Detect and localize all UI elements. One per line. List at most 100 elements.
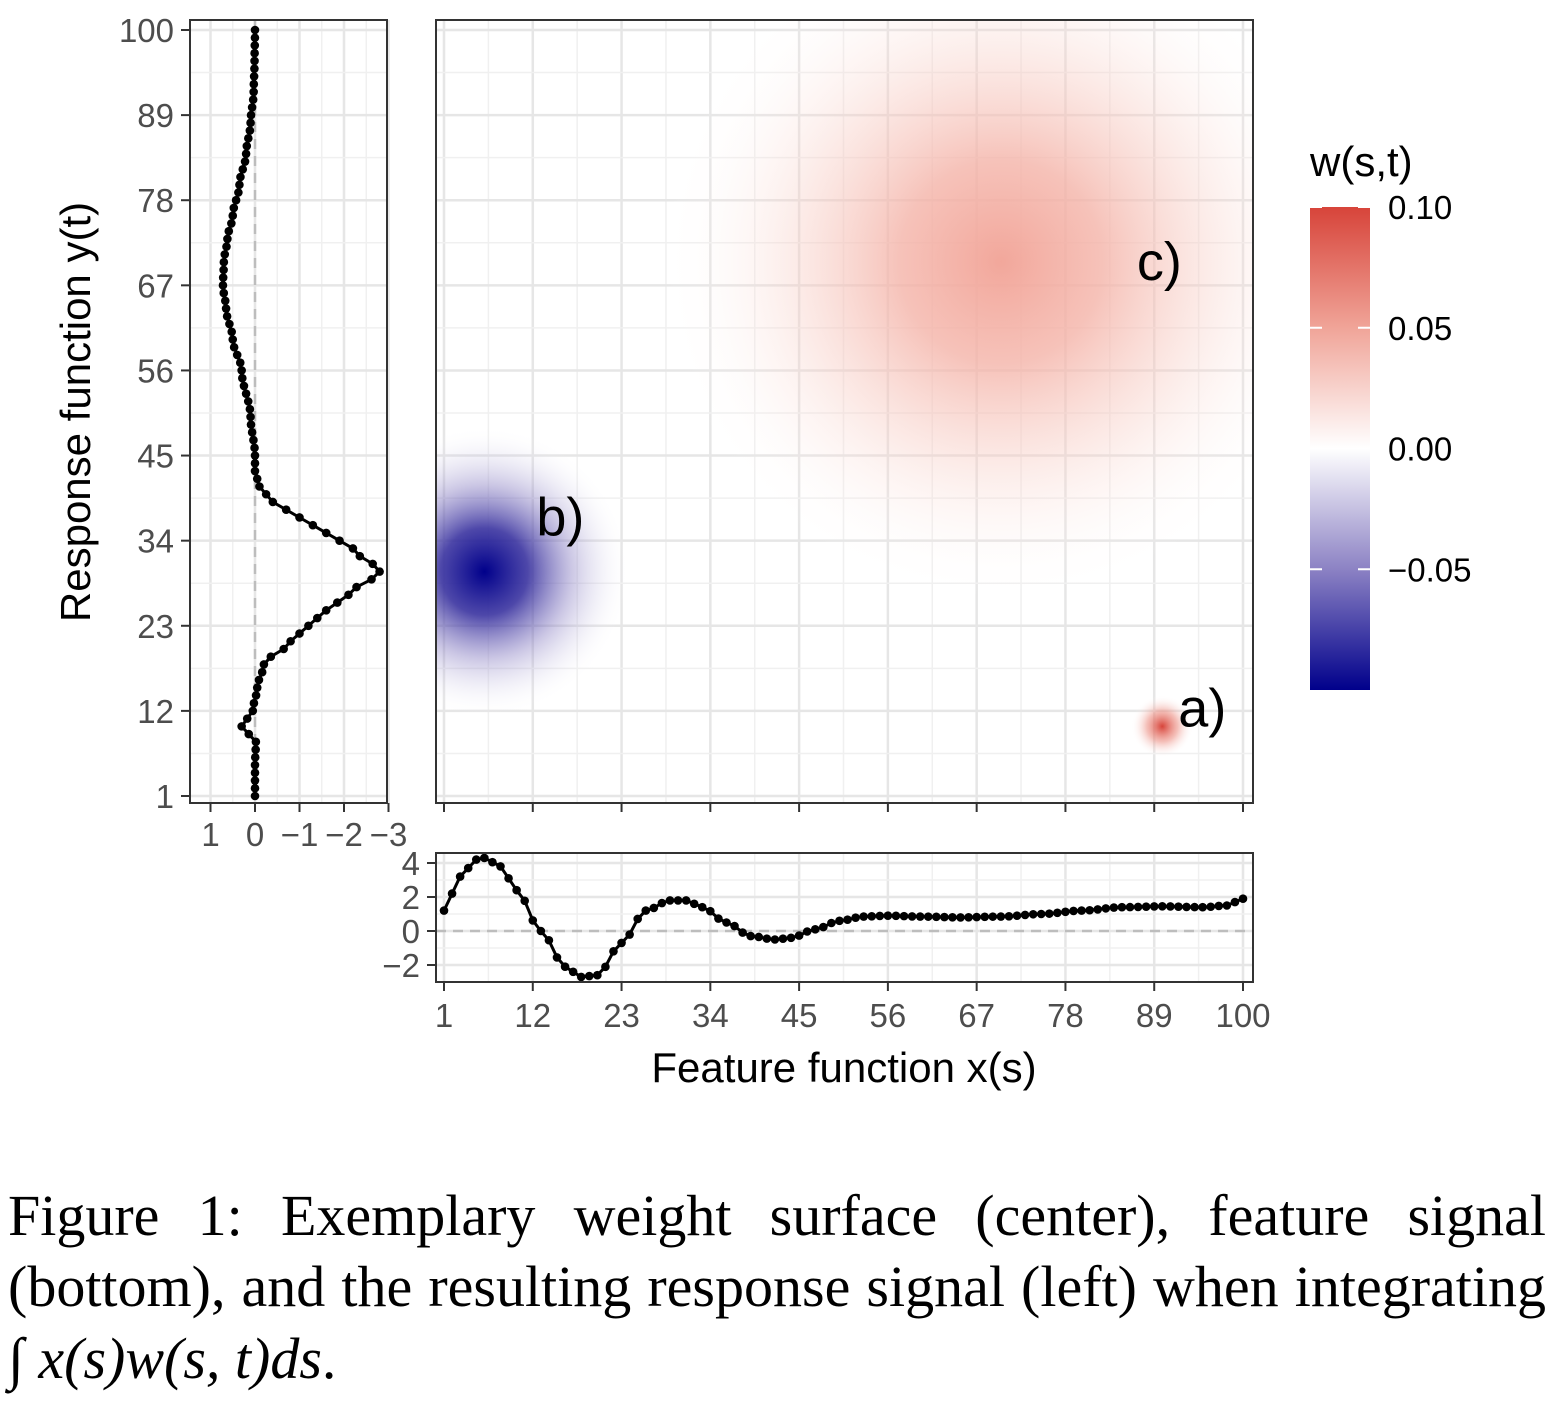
- bottom-point: [1141, 902, 1151, 911]
- bottom-point: [794, 931, 804, 940]
- left-x-tick-label: −1: [281, 816, 319, 853]
- bottom-point: [1109, 903, 1119, 912]
- left-point: [279, 644, 288, 654]
- bottom-x-tick-label: 78: [1047, 997, 1084, 1034]
- left-point: [225, 319, 234, 329]
- bottom-point: [1045, 909, 1054, 918]
- left-x-tick-label: −3: [370, 816, 408, 853]
- bottom-point: [891, 911, 901, 921]
- left-y-axis-title: Response function y(t): [52, 202, 99, 622]
- legend-title: w(s,t): [1309, 138, 1413, 185]
- bottom-point: [1222, 901, 1232, 910]
- bottom-point: [786, 933, 796, 943]
- left-point: [333, 598, 342, 607]
- left-point: [344, 590, 353, 600]
- left-y-ticks: 100 89 78 67 56 45 34 23 12 1: [119, 12, 190, 815]
- bottom-point: [907, 912, 917, 921]
- left-point: [251, 745, 260, 754]
- left-point: [321, 528, 331, 538]
- left-point: [249, 79, 259, 89]
- left-point: [250, 783, 260, 793]
- bottom-point: [504, 874, 513, 883]
- left-point: [229, 203, 239, 213]
- bottom-point: [964, 913, 973, 922]
- bottom-point: [447, 889, 457, 898]
- bottom-point: [673, 896, 683, 905]
- figure-caption: Figure 1: Exemplary weight surface (cent…: [8, 1180, 1546, 1394]
- left-point: [259, 660, 269, 669]
- bottom-point: [633, 914, 642, 924]
- left-point: [224, 226, 234, 236]
- bottom-point: [714, 914, 723, 923]
- bottom-y-tick-label: 0: [402, 913, 420, 950]
- left-point: [238, 164, 248, 174]
- bottom-point: [730, 921, 739, 931]
- bottom-point: [560, 962, 570, 971]
- bottom-point: [480, 853, 489, 863]
- bottom-y-tick-label: 4: [402, 845, 420, 882]
- left-point: [219, 288, 229, 298]
- bottom-point: [722, 918, 731, 927]
- bottom-point: [1004, 911, 1014, 921]
- bottom-point: [689, 899, 699, 909]
- left-point: [250, 443, 259, 453]
- bottom-x-tick-label: 23: [603, 997, 640, 1034]
- bottom-point: [584, 971, 594, 981]
- left-panel-background: [190, 20, 387, 803]
- bottom-point: [665, 896, 675, 905]
- left-x-tick-label: 1: [201, 816, 219, 853]
- bottom-point: [488, 857, 497, 867]
- left-point: [245, 126, 255, 135]
- bottom-x-tick-label: 45: [781, 997, 818, 1034]
- left-point: [235, 358, 245, 368]
- left-point: [249, 698, 259, 708]
- bottom-point: [649, 903, 659, 913]
- left-point: [246, 420, 256, 429]
- bottom-x-tick-label: 100: [1215, 997, 1270, 1034]
- left-point: [222, 311, 232, 321]
- left-point: [251, 691, 261, 700]
- left-y-tick-label: 23: [137, 608, 174, 645]
- left-point: [304, 621, 313, 631]
- left-point: [246, 110, 256, 120]
- weight-bump: [1131, 695, 1194, 758]
- left-point: [250, 451, 260, 460]
- left-point: [250, 48, 259, 58]
- left-point: [244, 134, 253, 143]
- left-point: [250, 768, 260, 778]
- bottom-point: [819, 922, 828, 932]
- bottom-point: [496, 862, 505, 871]
- bottom-point: [883, 911, 893, 920]
- left-point: [239, 381, 249, 391]
- left-point: [241, 149, 251, 159]
- left-point: [237, 366, 246, 375]
- left-y-tick-label: 34: [137, 523, 174, 560]
- bottom-point: [1190, 902, 1199, 912]
- left-point: [281, 505, 291, 515]
- bottom-point: [1198, 902, 1207, 912]
- left-point: [252, 474, 262, 484]
- bottom-point: [859, 912, 868, 921]
- center-ticks: [443, 803, 1244, 812]
- left-point: [250, 33, 260, 43]
- bump-label: c): [1137, 232, 1182, 292]
- bottom-point: [1182, 902, 1191, 912]
- caption-text: Figure 1: Exemplary weight surface (cent…: [8, 1183, 1546, 1320]
- colorbar-legend: w(s,t) 0.10 0.05 0.00 −0.05: [1309, 138, 1472, 690]
- bottom-point: [681, 896, 691, 905]
- bump-label: a): [1178, 678, 1226, 738]
- left-point: [221, 304, 231, 313]
- left-point: [248, 95, 258, 104]
- left-point: [236, 172, 245, 182]
- left-point: [245, 404, 255, 414]
- left-point: [249, 72, 259, 81]
- left-point: [220, 250, 230, 259]
- legend-ticks: 0.10 0.05 0.00 −0.05: [1310, 189, 1472, 588]
- bottom-point: [1061, 907, 1070, 917]
- left-point: [220, 296, 230, 306]
- bottom-point: [1020, 910, 1030, 920]
- left-point: [250, 56, 259, 66]
- left-y-tick-label: 100: [119, 12, 174, 49]
- bottom-x-ticks: 1 12 23 34 45 56 67 78 89 100: [435, 982, 1271, 1034]
